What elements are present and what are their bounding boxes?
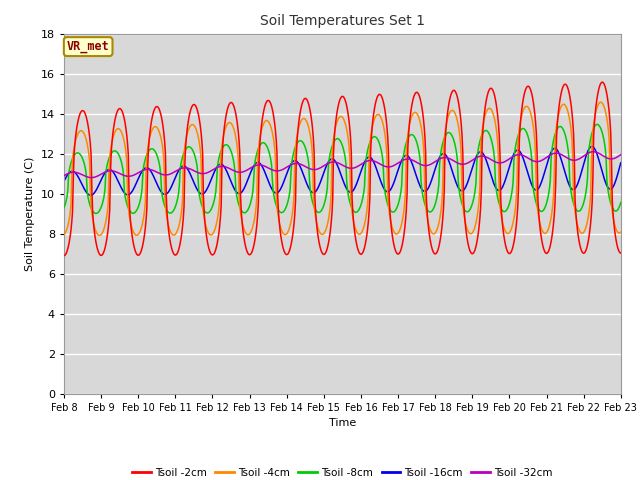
Text: VR_met: VR_met (67, 40, 109, 53)
Legend: Tsoil -2cm, Tsoil -4cm, Tsoil -8cm, Tsoil -16cm, Tsoil -32cm: Tsoil -2cm, Tsoil -4cm, Tsoil -8cm, Tsoi… (128, 464, 557, 480)
Y-axis label: Soil Temperature (C): Soil Temperature (C) (26, 156, 35, 271)
X-axis label: Time: Time (329, 418, 356, 428)
Title: Soil Temperatures Set 1: Soil Temperatures Set 1 (260, 14, 425, 28)
